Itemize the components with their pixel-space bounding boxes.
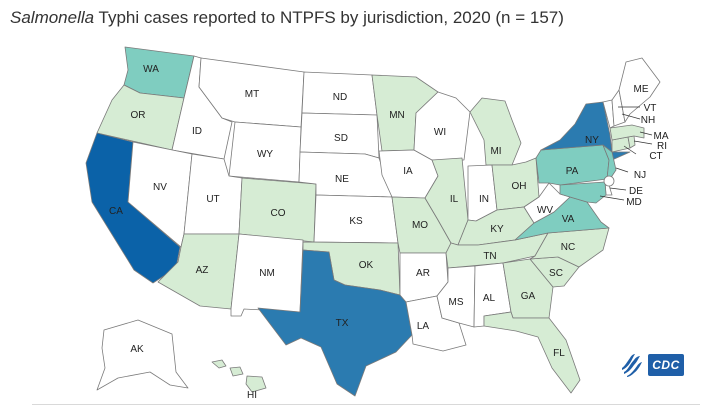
label-TN: TN <box>483 251 496 262</box>
label-ME: ME <box>634 84 649 95</box>
state-HI-island[interactable] <box>230 367 243 376</box>
label-ND: ND <box>333 92 347 103</box>
label-NV: NV <box>153 182 167 193</box>
label-VT: VT <box>644 103 657 114</box>
label-OR: OR <box>131 110 146 121</box>
label-IL: IL <box>450 194 459 205</box>
label-IA: IA <box>403 166 413 177</box>
label-NM: NM <box>259 268 275 279</box>
label-MT: MT <box>245 89 259 100</box>
label-WI: WI <box>434 127 446 138</box>
label-SC: SC <box>549 268 563 279</box>
hhs-eagle-icon <box>620 352 644 378</box>
label-WA: WA <box>143 64 159 75</box>
label-LA: LA <box>417 321 430 332</box>
label-KY: KY <box>490 224 504 235</box>
leader-RI <box>634 141 652 144</box>
label-MA: MA <box>654 131 669 142</box>
label-PA: PA <box>566 166 579 177</box>
label-CO: CO <box>271 208 286 219</box>
label-MS: MS <box>449 297 464 308</box>
label-AL: AL <box>483 293 496 304</box>
label-MD: MD <box>626 197 642 208</box>
label-OH: OH <box>512 181 527 192</box>
dc-marker <box>604 176 614 186</box>
leader-MD <box>600 196 624 200</box>
label-WV: WV <box>537 205 553 216</box>
label-MN: MN <box>389 110 405 121</box>
label-NE: NE <box>335 174 349 185</box>
label-RI: RI <box>657 141 667 152</box>
label-FL: FL <box>553 348 565 359</box>
label-NC: NC <box>561 242 575 253</box>
label-MO: MO <box>412 220 428 231</box>
label-AR: AR <box>416 268 430 279</box>
label-IN: IN <box>479 194 489 205</box>
label-CT: CT <box>649 151 662 162</box>
leader-NJ <box>616 168 628 172</box>
label-AZ: AZ <box>196 265 209 276</box>
label-AK: AK <box>130 344 144 355</box>
agency-logos: CDC <box>620 350 686 380</box>
leader-DE <box>610 188 626 190</box>
label-NJ: NJ <box>634 170 646 181</box>
label-TX: TX <box>336 318 349 329</box>
state-HI[interactable] <box>212 360 226 368</box>
label-NH: NH <box>641 115 655 126</box>
label-GA: GA <box>521 291 536 302</box>
state-PA[interactable] <box>536 145 609 185</box>
label-ID: ID <box>192 126 202 137</box>
label-DE: DE <box>629 186 643 197</box>
state-AK[interactable] <box>97 320 188 390</box>
label-SD: SD <box>334 133 348 144</box>
label-KS: KS <box>349 216 363 227</box>
label-WY: WY <box>257 149 273 160</box>
cdc-logo: CDC <box>648 354 684 376</box>
label-VA: VA <box>562 214 575 225</box>
label-HI: HI <box>247 390 257 401</box>
label-MI: MI <box>490 146 501 157</box>
label-UT: UT <box>206 194 219 205</box>
state-FL[interactable] <box>484 312 580 393</box>
label-NY: NY <box>585 135 599 146</box>
label-OK: OK <box>359 260 374 271</box>
divider <box>32 404 700 405</box>
label-CA: CA <box>109 206 123 217</box>
